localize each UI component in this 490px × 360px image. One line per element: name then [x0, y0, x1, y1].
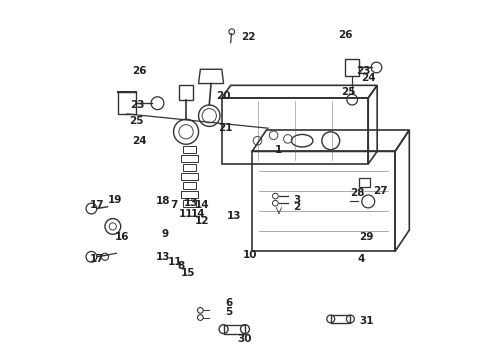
Text: 24: 24	[361, 73, 375, 83]
Text: 14: 14	[191, 209, 206, 219]
Text: 26: 26	[132, 66, 147, 76]
Text: 11: 11	[179, 209, 194, 219]
Text: 18: 18	[156, 197, 170, 206]
Text: 27: 27	[373, 186, 388, 196]
Text: 21: 21	[218, 123, 233, 133]
Text: 17: 17	[90, 253, 104, 264]
Text: 1: 1	[275, 145, 283, 155]
Text: 17: 17	[90, 200, 104, 210]
Text: 10: 10	[243, 250, 258, 260]
Text: 13: 13	[184, 198, 198, 208]
Text: 2: 2	[293, 202, 300, 212]
Text: 6: 6	[225, 298, 233, 308]
Text: 29: 29	[359, 232, 374, 242]
Text: 20: 20	[216, 91, 231, 101]
Text: 11: 11	[168, 257, 183, 267]
Text: 8: 8	[177, 261, 184, 271]
Text: 14: 14	[195, 200, 209, 210]
Text: 24: 24	[132, 136, 147, 146]
Text: 5: 5	[225, 307, 233, 317]
Text: 23: 23	[130, 100, 145, 110]
Text: 12: 12	[195, 216, 209, 226]
Text: 19: 19	[107, 195, 122, 204]
Text: 31: 31	[359, 316, 374, 326]
Text: 13: 13	[156, 252, 170, 262]
Text: 26: 26	[338, 30, 352, 40]
Text: 16: 16	[115, 232, 129, 242]
Text: 30: 30	[238, 334, 252, 344]
Text: 25: 25	[129, 116, 143, 126]
Text: 7: 7	[170, 200, 177, 210]
Text: 3: 3	[293, 195, 300, 204]
Text: 22: 22	[241, 32, 256, 42]
Text: 4: 4	[357, 253, 365, 264]
Text: 9: 9	[161, 229, 168, 239]
Text: 15: 15	[181, 268, 195, 278]
Text: 28: 28	[350, 188, 365, 198]
Text: 25: 25	[342, 87, 356, 98]
Text: 23: 23	[356, 66, 370, 76]
Text: 13: 13	[227, 211, 242, 221]
